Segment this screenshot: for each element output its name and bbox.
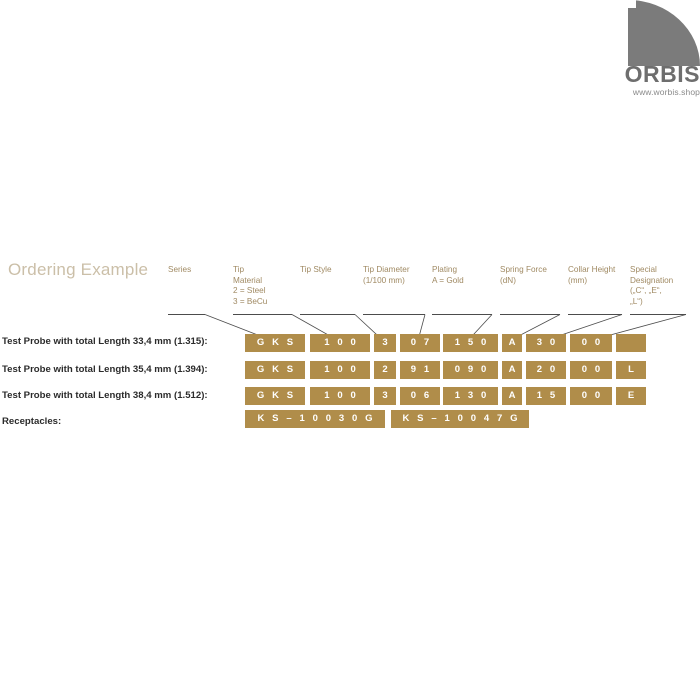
row-length-38-4-cell-plating: 1 3 0 bbox=[443, 387, 498, 405]
row-length-33-4-cell-collar-height: 3 0 bbox=[526, 334, 566, 352]
row-length-35-4-cell-series: G K S bbox=[245, 361, 305, 379]
row-length-38-4-cell-spring-force: A bbox=[502, 387, 522, 405]
row-length-33-4-cell-series: G K S bbox=[245, 334, 305, 352]
logo-arc-icon bbox=[628, 0, 700, 66]
row-label-row-receptacles: Receptacles: bbox=[2, 416, 62, 427]
row-length-38-4-cell-collar-height: 1 5 bbox=[526, 387, 566, 405]
row-length-38-4-cell-tip-style: 3 bbox=[374, 387, 396, 405]
column-header-plating: Plating A = Gold bbox=[432, 265, 464, 285]
row-length-35-4-cell-plating: 0 9 0 bbox=[443, 361, 498, 379]
row-receptacles-cell-receptacle-1: K S – 1 0 0 3 0 G bbox=[245, 410, 385, 428]
column-header-tip-material: Tip Material 2 = Steel 3 = BeCu bbox=[233, 265, 268, 306]
column-header-tip-diameter: Tip Diameter (1/100 mm) bbox=[363, 265, 410, 285]
row-length-35-4-cell-spring-force: A bbox=[502, 361, 522, 379]
row-length-35-4-cell-tip-diameter: 9 1 bbox=[400, 361, 440, 379]
logo-wordmark: ORBIS bbox=[624, 61, 700, 87]
row-length-35-4-cell-tip-style: 2 bbox=[374, 361, 396, 379]
orbis-logo: ORBIS www.worbis.shop bbox=[611, 0, 700, 100]
row-label-row-length-33-4: Test Probe with total Length 33,4 mm (1.… bbox=[2, 336, 208, 347]
column-header-collar-height: Collar Height (mm) bbox=[568, 265, 616, 285]
page-title: Ordering Example bbox=[8, 260, 149, 279]
row-length-38-4-cell-tip-diameter: 0 6 bbox=[400, 387, 440, 405]
row-length-33-4-cell-tip-style: 3 bbox=[374, 334, 396, 352]
row-length-33-4-cell-plating: 1 5 0 bbox=[443, 334, 498, 352]
row-length-33-4-cell-special bbox=[616, 334, 646, 352]
column-header-tip-style: Tip Style bbox=[300, 265, 332, 274]
row-length-35-4-cell-tip-material: 1 0 0 bbox=[310, 361, 370, 379]
row-length-33-4-cell-tip-diameter: 0 7 bbox=[400, 334, 440, 352]
row-length-35-4-cell-collar-height: 2 0 bbox=[526, 361, 566, 379]
row-receptacles-cell-receptacle-2: K S – 1 0 0 4 7 G bbox=[391, 410, 529, 428]
row-length-38-4-cell-tip-material: 1 0 0 bbox=[310, 387, 370, 405]
row-length-33-4-cell-tip-material: 1 0 0 bbox=[310, 334, 370, 352]
row-length-38-4-cell-special: E bbox=[616, 387, 646, 405]
column-header-series: Series bbox=[168, 265, 192, 274]
row-label-row-length-38-4: Test Probe with total Length 38,4 mm (1.… bbox=[2, 390, 208, 401]
row-length-33-4-cell-suffix: 0 0 bbox=[570, 334, 612, 352]
row-length-35-4-cell-special: L bbox=[616, 361, 646, 379]
row-length-35-4-cell-suffix: 0 0 bbox=[570, 361, 612, 379]
row-length-33-4-cell-spring-force: A bbox=[502, 334, 522, 352]
column-header-special-designation: Special Designation („C“, „E“, „L“) bbox=[630, 265, 674, 306]
row-label-row-length-35-4: Test Probe with total Length 35,4 mm (1.… bbox=[2, 364, 208, 375]
logo-mark bbox=[628, 0, 700, 66]
row-length-38-4-cell-series: G K S bbox=[245, 387, 305, 405]
column-header-spring-force: Spring Force (dN) bbox=[500, 265, 547, 285]
logo-url: www.worbis.shop bbox=[632, 87, 700, 97]
row-length-38-4-cell-suffix: 0 0 bbox=[570, 387, 612, 405]
